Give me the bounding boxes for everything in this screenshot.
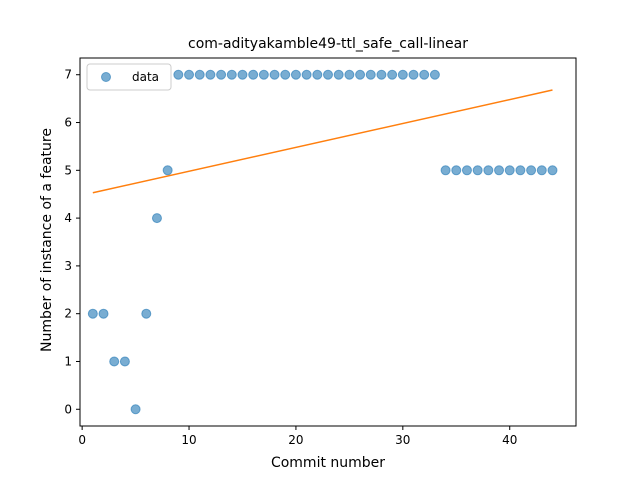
plot-area xyxy=(87,69,558,415)
data-point xyxy=(173,69,184,80)
data-point xyxy=(429,69,440,80)
data-point xyxy=(355,69,366,80)
data-point xyxy=(301,69,312,80)
y-tick-label: 2 xyxy=(64,307,72,321)
legend-marker xyxy=(101,72,111,82)
x-tick-label: 20 xyxy=(288,433,303,447)
data-point xyxy=(472,165,483,176)
data-point xyxy=(226,69,237,80)
y-tick-label: 7 xyxy=(64,68,72,82)
data-point xyxy=(526,165,537,176)
data-point xyxy=(365,69,376,80)
data-point xyxy=(515,165,526,176)
data-point xyxy=(333,69,344,80)
data-point xyxy=(419,69,430,80)
data-point xyxy=(130,404,141,415)
data-point xyxy=(87,308,98,319)
data-point xyxy=(258,69,269,80)
y-tick-label: 0 xyxy=(64,402,72,416)
y-tick-label: 3 xyxy=(64,259,72,273)
y-tick-label: 1 xyxy=(64,354,72,368)
data-point xyxy=(141,308,152,319)
data-point xyxy=(151,213,162,224)
data-point xyxy=(536,165,547,176)
data-point xyxy=(461,165,472,176)
x-tick-label: 10 xyxy=(181,433,196,447)
x-tick-label: 0 xyxy=(78,433,86,447)
data-point xyxy=(344,69,355,80)
data-point xyxy=(504,165,515,176)
data-point xyxy=(109,356,120,367)
data-point xyxy=(98,308,109,319)
data-point xyxy=(408,69,419,80)
data-point xyxy=(269,69,280,80)
data-point xyxy=(323,69,333,80)
data-point xyxy=(248,69,259,80)
data-point xyxy=(194,69,205,80)
data-point xyxy=(440,165,451,176)
y-tick-label: 5 xyxy=(64,163,72,177)
data-point xyxy=(387,69,398,80)
chart-title: com-adityakamble49-ttl_safe_call-linear xyxy=(188,36,468,52)
legend-frame xyxy=(86,63,172,91)
data-point xyxy=(280,69,291,80)
x-tick-label: 40 xyxy=(502,433,517,447)
y-axis-title: Number of instance of a feature xyxy=(39,128,55,352)
data-point xyxy=(184,69,195,80)
axes: 0 10 20 30 40 0 1 2 3 4 5 6 7 xyxy=(64,57,577,447)
data-point xyxy=(483,165,494,176)
x-tick-label: 30 xyxy=(395,433,410,447)
data-point xyxy=(205,69,216,80)
data-point xyxy=(494,165,505,176)
data-point xyxy=(397,69,408,80)
data-point xyxy=(451,165,462,176)
data-point xyxy=(547,165,558,176)
data-point xyxy=(237,69,248,80)
y-tick-label: 4 xyxy=(64,211,72,225)
x-axis-title: Commit number xyxy=(271,455,385,471)
data-point xyxy=(216,69,227,80)
axes-frame xyxy=(79,57,577,427)
trend-line xyxy=(92,89,553,194)
legend: data xyxy=(86,63,172,91)
data-point xyxy=(119,356,130,367)
y-tick-label: 6 xyxy=(64,116,72,130)
data-point xyxy=(162,165,173,176)
data-point xyxy=(376,69,387,80)
data-point xyxy=(312,69,323,80)
legend-label: data xyxy=(132,70,159,84)
data-point xyxy=(290,69,301,80)
